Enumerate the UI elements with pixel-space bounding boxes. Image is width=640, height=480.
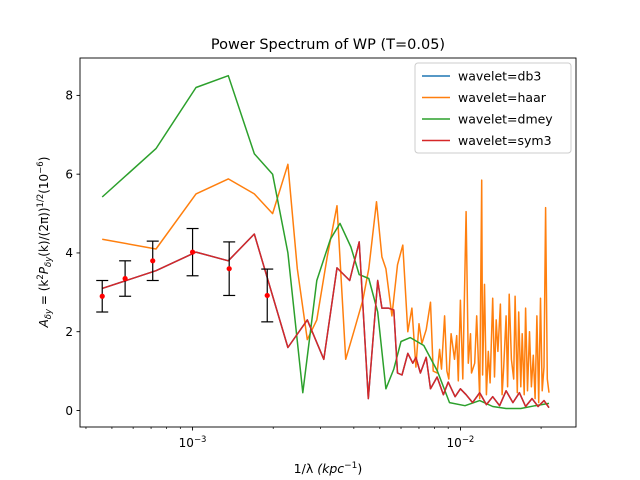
y-tick-label: 6 xyxy=(65,167,73,181)
errorbar-marker xyxy=(150,258,156,264)
legend-entry: wavelet=haar xyxy=(422,90,547,105)
errorbar-point xyxy=(223,241,236,297)
y-tick-label: 8 xyxy=(65,89,73,103)
legend-entry: wavelet=sym3 xyxy=(422,133,552,148)
series-layer xyxy=(101,74,550,410)
legend-label: wavelet=db3 xyxy=(458,69,541,84)
plot-frame xyxy=(79,57,577,428)
x-axis-label-exp: −1 xyxy=(344,461,357,471)
x-tick-label: 10−2 xyxy=(447,435,475,450)
legend-label: wavelet=dmey xyxy=(458,112,553,127)
errorbar-marker xyxy=(122,275,128,282)
errorbar-point xyxy=(186,227,199,277)
errorbar-marker xyxy=(264,292,270,299)
y-axis: 0 2 4 6 8 xyxy=(65,89,80,418)
x-tick-label: 10−3 xyxy=(179,435,207,450)
legend-entry: wavelet=db3 xyxy=(422,69,541,84)
y-tick-label: 2 xyxy=(65,325,73,339)
errorbar-point xyxy=(146,240,159,282)
errorbar-point xyxy=(96,279,109,313)
errorbar-layer xyxy=(96,227,274,323)
errorbar-marker xyxy=(226,266,232,272)
x-axis-label-unit: kpc xyxy=(322,461,344,476)
series-line-haar xyxy=(102,163,550,404)
legend: wavelet=db3 wavelet=haar wavelet=dmey wavel… xyxy=(414,62,572,154)
legend-label: wavelet=sym3 xyxy=(458,133,552,148)
y-tick-label: 0 xyxy=(65,404,73,418)
legend-entry: wavelet=dmey xyxy=(422,112,553,127)
legend-label: wavelet=haar xyxy=(458,90,547,105)
errorbar-marker xyxy=(189,249,196,255)
chart-title: Power Spectrum of WP (T=0.05) xyxy=(211,37,445,53)
x-axis-label: 1/λ (kpc−1) xyxy=(294,461,363,476)
series-line-sym3 xyxy=(101,233,550,409)
series-line-dmey xyxy=(101,74,550,410)
legend-box xyxy=(414,62,572,154)
errorbar-point xyxy=(119,260,132,297)
y-axis-label: Aδy = (k2Pδy(k)/(2π))1/2(10−6) xyxy=(36,157,54,329)
errorbar-point xyxy=(261,268,274,323)
x-axis-label-main: 1/λ xyxy=(294,461,314,476)
y-tick-label: 4 xyxy=(65,246,73,260)
errorbar-marker xyxy=(99,293,105,299)
x-axis: 10−3 10−2 xyxy=(85,427,542,450)
